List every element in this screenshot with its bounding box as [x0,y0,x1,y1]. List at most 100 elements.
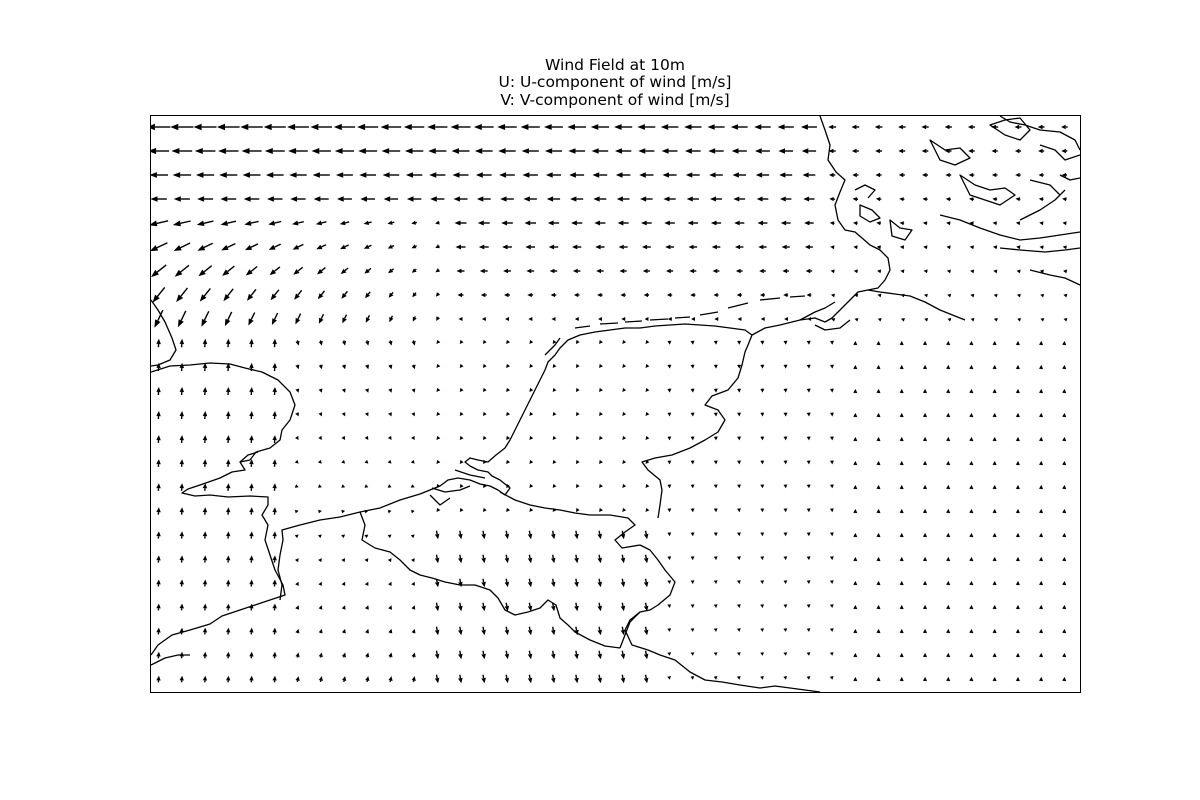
wind-vector-head [737,628,741,632]
wind-vector-head [220,220,228,226]
wind-vector-head [760,556,765,561]
wind-vector-head [1062,340,1067,346]
wind-vector-head [197,245,206,251]
wind-vector-head [570,196,577,202]
wind-vector-shaft [482,602,485,607]
wind-vector-head [529,459,534,464]
wind-vector-head [590,124,599,130]
wind-vector-head [313,196,321,202]
wind-vector-head [387,244,393,249]
wind-vector-head [506,435,510,440]
wind-vector-head [550,292,555,298]
wind-vector-head [760,436,765,441]
wind-vector-head [436,459,441,464]
wind-vector-head [387,484,392,488]
wind-vector-head [1040,293,1044,298]
wind-vector-head [992,556,997,562]
wind-vector-head [618,244,624,250]
wind-vector-head [318,412,323,417]
wind-vector-head [969,676,974,682]
wind-vector-head [638,148,646,154]
wind-vector-shaft [320,267,326,272]
wind-vector-head [456,268,462,274]
wind-vector-head [1062,245,1067,250]
wind-vector-head [853,556,858,562]
wind-vector-head [992,628,997,634]
wind-vector-shaft [391,221,395,224]
wind-vector-head [853,245,858,250]
wind-vector-head [202,603,208,609]
wind-vector-head [1039,532,1044,538]
wind-vector-head [737,604,741,608]
wind-vector-head [341,509,346,514]
wind-vector-head [458,677,463,684]
wind-vector-head [551,317,556,321]
wind-vector-head [946,652,951,658]
wind-vector-head [946,484,951,490]
wind-vector-head [245,269,253,276]
wind-vector-head [506,411,510,416]
wind-vector-head [992,580,997,586]
wind-vector-head [851,124,857,130]
wind-vector-head [504,677,510,684]
wind-vector-head [574,533,579,540]
wind-vector-shaft [528,602,531,607]
wind-vector-head [481,653,486,660]
wind-vector-head [779,172,786,178]
wind-vector-head [179,675,184,681]
wind-vector-head [1015,340,1020,346]
wind-vector-head [340,268,347,274]
wind-vector-head [922,556,927,562]
wind-vector-head [597,292,602,298]
wind-vector-head [195,172,204,178]
wind-vector-head [411,220,417,225]
wind-vector-head [992,340,997,346]
wind-vector-shaft [482,626,485,631]
wind-vector-head [783,484,788,489]
nl-belgium-border [499,491,641,549]
wind-vector-head [459,507,464,512]
wind-vector-head [946,221,951,226]
wind-vector-shaft [552,650,554,655]
wind-vector-head [598,317,602,321]
wind-vector-head [713,340,718,345]
wind-vector-head [506,387,510,392]
wind-vector-head [573,292,579,298]
wind-vector-head [436,435,441,440]
wind-vector-head [737,484,741,489]
wind-vector-head [783,580,788,584]
wind-vector-head [1063,293,1068,298]
wind-vector-head [599,411,603,416]
wind-vector-head [901,318,905,322]
wind-vector-head [899,556,904,562]
wind-vector-shaft [203,220,214,224]
wind-vector-head [1039,628,1044,634]
wind-vector-head [503,268,508,274]
wind-vector-head [641,220,647,226]
wind-vector-head [946,436,951,442]
wind-vector-head [622,459,627,464]
wind-vector-head [594,220,601,226]
wind-vector-head [829,676,834,680]
wind-vector-head [506,339,510,344]
wind-vector-head [969,628,974,634]
wind-vector-head [544,148,553,154]
wind-vector-head [803,196,810,202]
wind-vector-head [523,196,530,202]
wind-vector-head [548,244,555,250]
wind-vector-head [1039,556,1044,562]
wind-vector-head [341,605,346,610]
wind-vector-head [226,507,231,513]
wind-vector-shaft [435,626,438,631]
wind-vector-head [783,292,788,298]
wind-vector-head [364,558,369,563]
wind-vector-head [645,507,650,512]
baltic-coast [939,214,1080,286]
wind-vector-head [754,124,762,130]
wind-vector-head [830,364,834,369]
wind-vector-head [572,244,578,250]
wind-vector-head [755,148,762,154]
wind-vector-head [575,387,580,392]
wind-vector-shaft [644,530,647,535]
wind-vector-head [1039,364,1044,370]
